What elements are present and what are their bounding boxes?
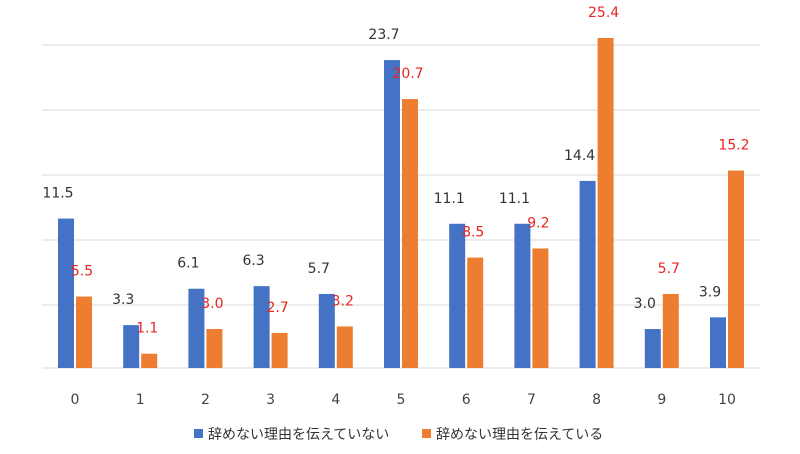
bars xyxy=(58,38,744,369)
gridlines xyxy=(42,44,760,369)
bar-series2 xyxy=(532,248,549,368)
data-label-series1: 3.0 xyxy=(634,296,656,312)
data-label-series2: 25.4 xyxy=(588,5,619,21)
x-tick-label: 0 xyxy=(71,392,80,408)
x-tick-label: 5 xyxy=(397,392,406,408)
data-label-series2: 9.2 xyxy=(527,215,549,231)
bar-series1 xyxy=(318,293,335,368)
bar-series2 xyxy=(141,353,158,368)
data-labels: 11.55.53.31.16.13.06.32.75.73.223.720.71… xyxy=(42,5,749,337)
bar-series2 xyxy=(467,257,484,368)
x-tick-label: 2 xyxy=(201,392,210,408)
data-label-series1: 6.3 xyxy=(242,253,264,269)
bar-series2 xyxy=(402,99,418,369)
data-label-series2: 2.7 xyxy=(266,300,288,316)
bar-series2 xyxy=(271,332,288,368)
x-tick-label: 6 xyxy=(462,392,471,408)
bar-series2 xyxy=(597,38,614,368)
bar-series1 xyxy=(514,223,531,368)
bar-series2 xyxy=(336,326,353,368)
bar-series2 xyxy=(76,296,92,368)
bar-series1 xyxy=(710,317,726,368)
data-label-series1: 3.9 xyxy=(699,284,721,300)
bar-series2 xyxy=(206,329,223,368)
data-label-series2: 8.5 xyxy=(462,225,484,241)
data-label-series1: 3.3 xyxy=(112,292,134,308)
data-label-series2: 5.7 xyxy=(658,261,680,277)
bar-series2 xyxy=(728,170,744,368)
data-label-series1: 14.4 xyxy=(564,148,595,164)
data-label-series2: 3.0 xyxy=(201,296,223,312)
bar-series1 xyxy=(58,218,74,368)
legend: 辞めない理由を伝えていない 辞めない理由を伝えている xyxy=(194,427,603,443)
legend-label: 辞めない理由を伝えていない xyxy=(208,427,389,443)
bar-series1 xyxy=(253,286,270,368)
bar-series1 xyxy=(188,288,205,368)
legend-swatch xyxy=(422,429,431,438)
x-tick-label: 3 xyxy=(266,392,275,408)
x-tick-label: 10 xyxy=(718,392,736,408)
bar-series1 xyxy=(123,325,140,368)
x-tick-label: 4 xyxy=(331,392,340,408)
data-label-series2: 3.2 xyxy=(332,293,354,309)
x-tick-label: 8 xyxy=(592,392,601,408)
legend-swatch xyxy=(194,429,203,438)
bar-series1 xyxy=(449,223,466,368)
data-label-series1: 23.7 xyxy=(368,27,399,43)
x-tick-label: 9 xyxy=(657,392,666,408)
data-label-series1: 5.7 xyxy=(308,261,330,277)
data-label-series2: 20.7 xyxy=(392,66,423,82)
bar-series1 xyxy=(579,180,596,368)
data-label-series2: 5.5 xyxy=(71,264,93,280)
data-label-series1: 11.5 xyxy=(42,186,73,202)
data-label-series2: 1.1 xyxy=(136,321,158,337)
data-label-series1: 6.1 xyxy=(177,256,199,272)
data-label-series1: 11.1 xyxy=(434,191,465,207)
x-tick-label: 7 xyxy=(527,392,536,408)
bar-series1 xyxy=(644,329,661,368)
x-tick-label: 1 xyxy=(136,392,145,408)
x-tick-labels: 0 1 2 3 4 5 6 7 8 9 10 xyxy=(71,392,736,408)
bar-series1 xyxy=(384,60,400,369)
data-label-series2: 15.2 xyxy=(718,138,749,154)
data-label-series1: 11.1 xyxy=(499,191,530,207)
legend-label: 辞めない理由を伝えている xyxy=(436,427,603,443)
bar-series2 xyxy=(662,293,679,368)
